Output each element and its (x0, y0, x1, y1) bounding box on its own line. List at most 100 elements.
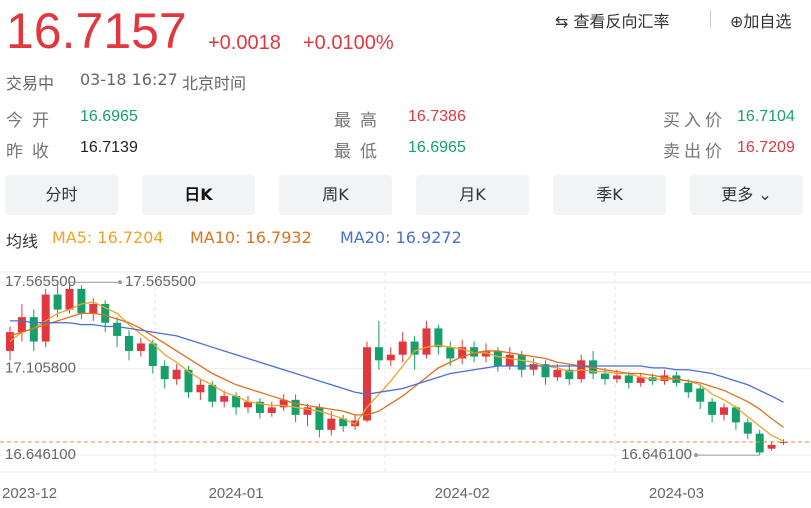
separator (710, 10, 711, 28)
x-tick-label: 2023-12 (2, 485, 57, 502)
reverse-rate-label: 查看反向汇率 (573, 12, 670, 31)
candle-body (374, 347, 383, 361)
candle-body (53, 294, 62, 310)
timezone: 北京时间 (182, 74, 247, 93)
candle-body (363, 347, 371, 421)
candle-body (505, 354, 514, 366)
candle-body (113, 322, 122, 336)
candle-body (767, 444, 776, 449)
tab[interactable]: 日K (142, 175, 255, 215)
tab[interactable]: 季K (553, 175, 666, 215)
candle-body (220, 396, 229, 402)
candle-body (327, 418, 336, 430)
candle-body (446, 347, 455, 359)
candle-body (755, 433, 764, 453)
candle-body (41, 294, 50, 342)
x-tick-label: 2024-01 (209, 485, 264, 502)
candle-body (315, 407, 324, 430)
y-tick-label: 17.105800 (5, 360, 76, 377)
plus-icon: ⊕ (730, 12, 744, 31)
candle-body (731, 407, 740, 423)
add-watch[interactable]: ⊕加自选 (730, 8, 791, 32)
chevron: ⌄ (753, 185, 772, 204)
candle-body (636, 377, 645, 383)
chart: 17.565500 17.105800 16.646100 2023-12 2024-0… (0, 271, 811, 502)
stat-value: 16.7104 (737, 108, 795, 125)
candle-body (184, 369, 193, 393)
candle-body (779, 441, 788, 444)
tab[interactable]: 月K (416, 175, 529, 215)
ma-line (10, 320, 784, 403)
legend-entry: MA10: 16.7932 (190, 228, 312, 247)
y-tick-label: 17.565500 (5, 273, 76, 290)
candle-body (541, 364, 550, 378)
candle-body (160, 365, 169, 380)
candle-body (493, 350, 502, 366)
candle-body (244, 401, 252, 408)
candle-body (624, 375, 633, 383)
candle-body (386, 354, 395, 361)
stat-label: 今开 (6, 111, 58, 131)
reverse-rate[interactable]: ⇆ 查看反向汇率 (555, 8, 670, 32)
stat-label: 昨收 (6, 142, 58, 162)
candle-body (589, 360, 598, 374)
candle-body (434, 328, 443, 348)
candle-body (422, 328, 431, 355)
candle-body (77, 288, 86, 314)
change: +0.0018 (208, 32, 281, 54)
legend-entry: MA20: 16.9272 (340, 228, 462, 247)
stat-label: 买入价 (663, 111, 726, 131)
candle-body (65, 288, 74, 310)
candle-body (517, 354, 526, 370)
candle-body (398, 341, 407, 355)
candle-body (303, 407, 312, 415)
candle-body (529, 364, 538, 370)
stat-label: 最低 (334, 142, 386, 162)
tab[interactable]: 分时 (5, 175, 118, 215)
candle-body (101, 303, 110, 323)
stat-value: 16.7386 (408, 108, 466, 125)
change-pct: +0.0100% (303, 32, 394, 54)
candle-body (553, 369, 562, 378)
candle-body (6, 332, 14, 351)
candle-body (17, 317, 26, 333)
candle-body (208, 384, 217, 402)
candle-body (255, 401, 264, 413)
stat-value: 16.7139 (80, 139, 138, 156)
candle-body (743, 422, 752, 434)
candle-body (125, 335, 133, 351)
stat-value: 16.6965 (408, 139, 466, 156)
x-tick-label: 2024-03 (649, 485, 704, 502)
ma-line (9, 312, 784, 428)
stat-value: 16.7209 (737, 139, 795, 156)
candle-body (458, 347, 467, 359)
stat-label: 卖出价 (663, 142, 726, 162)
stat-value: 16.6965 (80, 108, 138, 125)
candle-body (339, 418, 348, 427)
candle-body (196, 384, 205, 393)
candle-body (482, 350, 490, 357)
candle-body (232, 396, 241, 408)
candle-body (684, 382, 693, 393)
candle-body (410, 341, 419, 355)
swap-icon: ⇆ (555, 12, 574, 31)
candle-body (148, 343, 157, 366)
add-watch-label: 加自选 (743, 12, 792, 31)
legend-entry: MA5: 16.7204 (52, 228, 164, 247)
candle-body (720, 407, 728, 415)
tab[interactable]: 周K (279, 175, 392, 215)
time: 03-18 16:27 (80, 70, 178, 89)
ma-line (9, 301, 784, 442)
tab[interactable]: 更多 ⌄ (690, 175, 803, 215)
high-dot (118, 280, 122, 285)
candle-body (89, 303, 98, 314)
candle-body (660, 375, 669, 382)
candle-body (612, 375, 621, 380)
candle-body (470, 347, 479, 357)
candle-body (172, 369, 181, 380)
candle-body (601, 373, 609, 380)
low-dot (694, 453, 698, 458)
stat-label: 最高 (334, 111, 386, 131)
x-tick-label: 2024-02 (435, 485, 490, 502)
